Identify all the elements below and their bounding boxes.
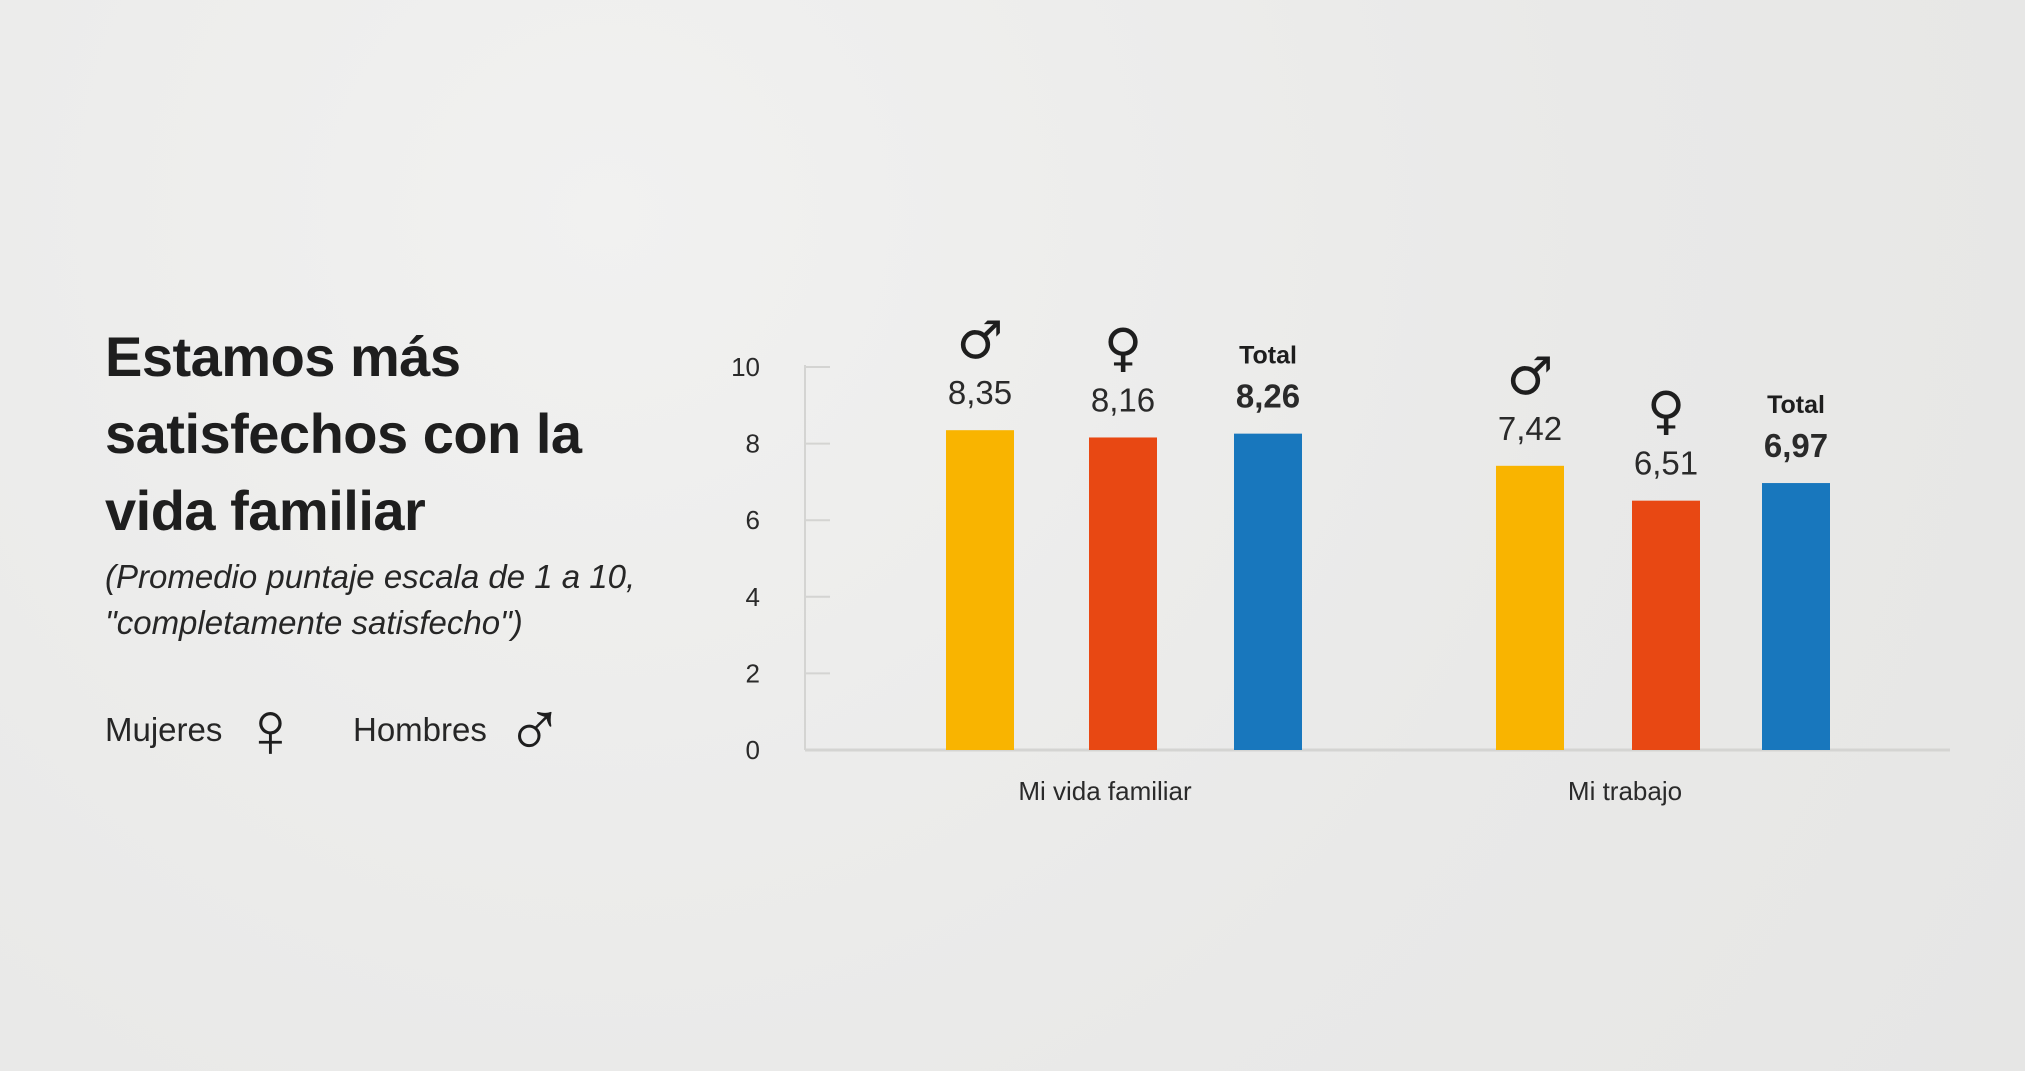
total-header-label: Total [1767,391,1825,419]
legend-men: Hombres ♂ [353,690,565,770]
y-tick-label: 0 [746,735,760,765]
legend-women: Mujeres ♀ [105,690,300,770]
y-tick-label: 8 [746,429,760,459]
data-label: 6,97 [1764,427,1828,464]
total-header-label: Total [1239,342,1297,370]
female-symbol-icon: ♀ [240,685,301,774]
bar [1496,465,1564,750]
chart-subtitle: (Promedio puntaje escala de 1 a 10, "com… [105,558,636,641]
x-category-label: Mi vida familiar [1018,776,1192,806]
male-symbol-icon: ♂ [504,685,565,774]
data-label: 8,35 [948,374,1012,411]
x-category-label: Mi trabajo [1568,776,1682,806]
data-label: 8,16 [1091,381,1155,418]
y-tick-label: 4 [746,582,760,612]
data-label: 8,26 [1236,378,1300,415]
legend-women-label: Mujeres [105,711,223,748]
male-symbol-icon: ♂ [1507,347,1554,407]
y-tick-label: 6 [746,505,760,535]
chart-title: Estamos más satisfechos con la vida fami… [105,325,582,542]
y-tick-label: 2 [746,658,760,688]
bar [1632,500,1700,750]
bar [1234,433,1302,750]
female-symbol-icon: ♀ [1104,318,1142,378]
male-symbol-icon: ♂ [957,311,1004,371]
female-symbol-icon: ♀ [1647,382,1685,442]
bar [1762,483,1830,750]
data-label: 6,51 [1634,445,1698,482]
bar [946,430,1014,750]
bar [1089,437,1157,750]
data-label: 7,42 [1498,410,1562,447]
legend-men-label: Hombres [353,711,487,748]
y-tick-label: 10 [731,352,760,382]
